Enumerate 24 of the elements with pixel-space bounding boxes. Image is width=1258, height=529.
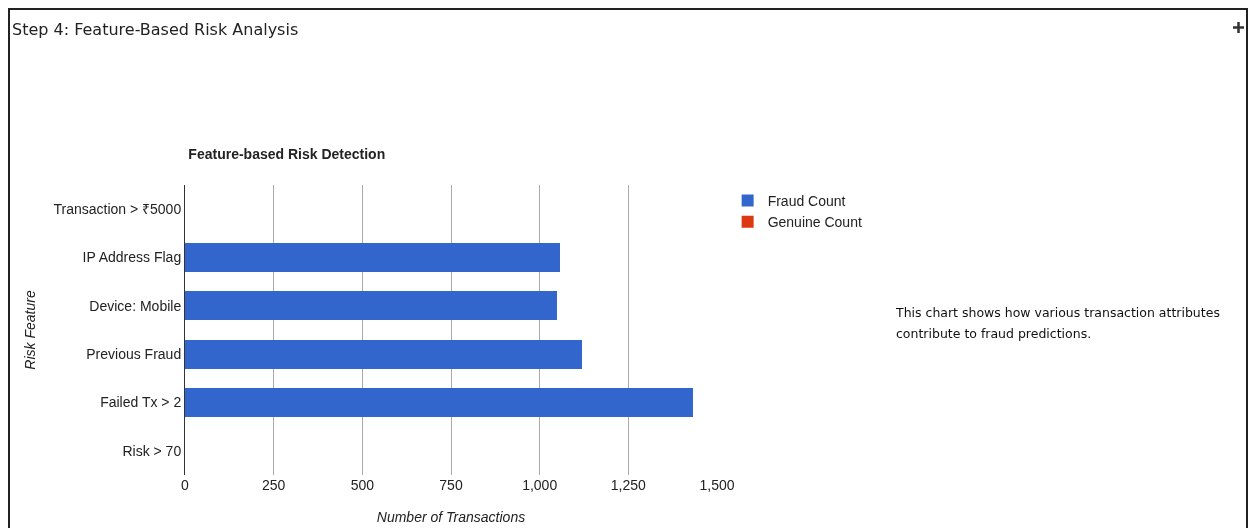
y-axis-title: Risk Feature — [22, 290, 39, 370]
y-tick-label: Transaction > ₹5000 — [53, 201, 182, 218]
chart-title: Step 4: Feature-Based Risk Analysis — [12, 20, 299, 39]
x-tick-label: 1,250 — [610, 477, 647, 493]
y-tick-label: Risk > 70 — [122, 442, 182, 459]
y-tick-label: Device: Mobile — [89, 297, 182, 314]
bar — [185, 291, 558, 321]
y-tick-label: Failed Tx > 2 — [100, 394, 182, 411]
x-tick-label: 500 — [350, 477, 375, 493]
x-tick-label: 1,500 — [699, 477, 735, 493]
legend-label: Genuine Count — [767, 214, 862, 231]
chart-subtitle: Feature-based Risk Detection — [188, 146, 386, 163]
x-tick-label: 750 — [439, 477, 463, 493]
legend-label: Fraud Count — [767, 193, 846, 210]
y-tick-label: Previous Fraud — [86, 346, 182, 363]
bar — [185, 243, 561, 272]
text: This chart shows how various transaction attributes contribute to fraud predictions. — [896, 304, 1221, 343]
x-tick-label: 1,000 — [522, 477, 558, 493]
y-tick-label: IP Address Flag — [82, 249, 182, 266]
x-axis-title: Number of Transactions — [376, 509, 526, 525]
x-tick-label: 0 — [181, 477, 190, 493]
x-tick-label: 250 — [261, 477, 286, 493]
bar — [185, 388, 694, 417]
bar — [185, 339, 582, 369]
